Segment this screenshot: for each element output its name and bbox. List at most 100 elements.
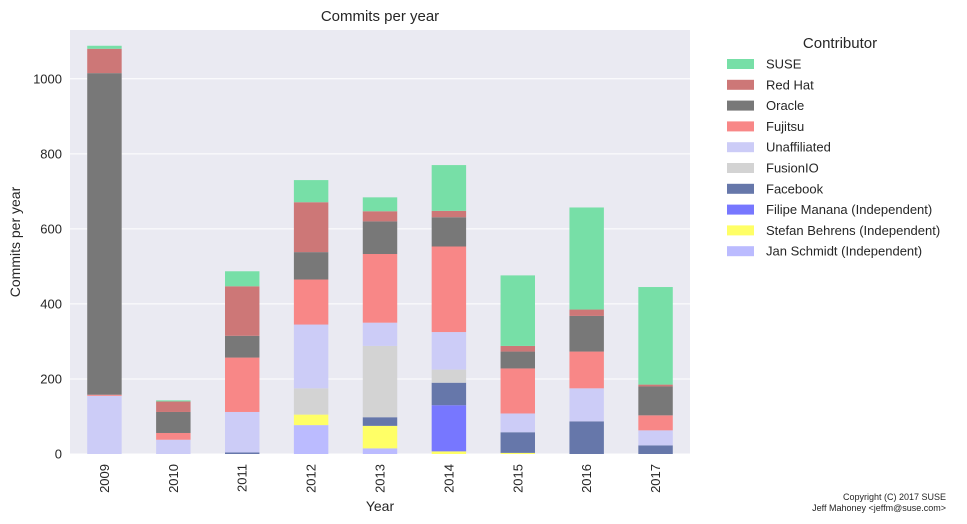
bar-segment [87, 394, 122, 396]
legend-swatch [727, 142, 754, 153]
x-tick-label: 2016 [579, 464, 594, 493]
bar-segment [293, 180, 329, 203]
bar-segment [362, 417, 398, 426]
bar-segment [500, 345, 535, 352]
legend-label: Fujitsu [766, 119, 804, 134]
bar-segment [500, 432, 535, 453]
bar-segment [431, 165, 467, 211]
bar-segment [500, 351, 535, 369]
legend-swatch [727, 246, 754, 257]
bar-segment [638, 287, 673, 385]
legend-label: SUSE [766, 57, 802, 72]
bar-segment [638, 445, 673, 454]
bar-segment [293, 425, 329, 454]
bar-segment [225, 357, 260, 412]
bar-segment [362, 345, 398, 418]
bar-segment [500, 452, 535, 454]
bar-segment [362, 211, 398, 222]
y-tick-label: 1000 [33, 71, 62, 86]
bar-segment [87, 45, 122, 49]
legend-swatch [727, 163, 754, 173]
bar-segment [156, 411, 191, 433]
bar-segment [569, 315, 604, 352]
bar-segment [431, 217, 467, 247]
x-tick-label: 2012 [304, 464, 319, 493]
x-tick-label: 2011 [235, 464, 250, 492]
bar-segment [156, 401, 191, 412]
bar-segment [431, 451, 467, 454]
bar-segment [156, 400, 191, 402]
bar-segment [362, 254, 398, 323]
bar-segment [87, 73, 122, 395]
bar-segment [500, 368, 535, 414]
bar-segment [431, 246, 467, 333]
legend-label: Stefan Behrens (Independent) [766, 223, 940, 238]
bar-segment [500, 413, 535, 433]
legend-label: Oracle [766, 98, 804, 113]
bar-segment [87, 395, 122, 454]
legend-swatch [727, 79, 754, 90]
bar-segment [156, 439, 191, 454]
bar-segment [431, 332, 467, 370]
bar-segment [500, 275, 535, 346]
x-tick-label: 2010 [166, 464, 181, 493]
legend-swatch [727, 59, 754, 69]
legend-label: Filipe Manana (Independent) [766, 202, 932, 217]
legend-swatch [727, 204, 754, 215]
x-tick-labels: 2009 2010 2011 2012 2013 2014 2015 2016 2017 [97, 464, 663, 493]
bar-segment [293, 202, 329, 253]
bar-segment [569, 388, 604, 422]
bar-segment [293, 324, 329, 389]
legend-label: Unaffiliated [766, 140, 831, 155]
bar-segment [225, 411, 260, 453]
legend-swatch [727, 183, 754, 194]
bar-segment [362, 197, 398, 212]
legend-swatch [727, 100, 754, 111]
y-axis-label: Commits per year [7, 186, 23, 297]
bar-segment [293, 388, 329, 415]
x-tick-label: 2015 [510, 464, 525, 493]
legend-title: Contributor [803, 35, 877, 52]
legend-label: Facebook [766, 181, 824, 196]
legend-label: Jan Schmidt (Independent) [766, 244, 922, 259]
legend-label: FusionIO [766, 161, 819, 176]
x-tick-label: 2017 [648, 464, 663, 493]
y-tick-label: 800 [40, 146, 62, 161]
legend-swatch [727, 121, 754, 132]
bar-segment [638, 415, 673, 431]
legend: Contributor SUSE Red Hat Oracle Fujitsu Unaf… [727, 35, 940, 259]
bar-segment [362, 448, 398, 454]
bar-segment [225, 335, 260, 358]
bar-segment [156, 432, 191, 440]
legend-swatch [727, 225, 754, 236]
copyright-line: Copyright (C) 2017 SUSE [843, 492, 946, 502]
bar-segment [293, 252, 329, 280]
bar-segment [87, 48, 122, 74]
bar-segment [431, 369, 467, 383]
bar-segment [225, 271, 260, 287]
y-tick-label: 200 [40, 371, 62, 386]
bar-segment [431, 405, 467, 452]
x-tick-label: 2013 [373, 464, 388, 493]
y-tick-label: 400 [40, 296, 62, 311]
bar-segment [569, 309, 604, 316]
bar-segment [293, 279, 329, 325]
bar-segment [431, 210, 467, 218]
bar-segment [638, 386, 673, 416]
bar-segment [569, 421, 604, 454]
author-line: Jeff Mahoney <jeffm@suse.com> [812, 503, 946, 513]
y-tick-label: 0 [55, 447, 62, 462]
x-axis-label: Year [366, 498, 395, 514]
chart-title: Commits per year [321, 8, 439, 25]
bar-segment [431, 382, 467, 406]
bar-segment [225, 452, 260, 454]
bar-segment [293, 414, 329, 426]
bars-layer [87, 45, 673, 454]
bar-segment [225, 286, 260, 336]
legend-label: Red Hat [766, 77, 814, 92]
x-tick-label: 2014 [441, 464, 456, 493]
y-tick-label: 600 [40, 221, 62, 236]
bar-segment [638, 384, 673, 387]
bar-segment [362, 322, 398, 346]
